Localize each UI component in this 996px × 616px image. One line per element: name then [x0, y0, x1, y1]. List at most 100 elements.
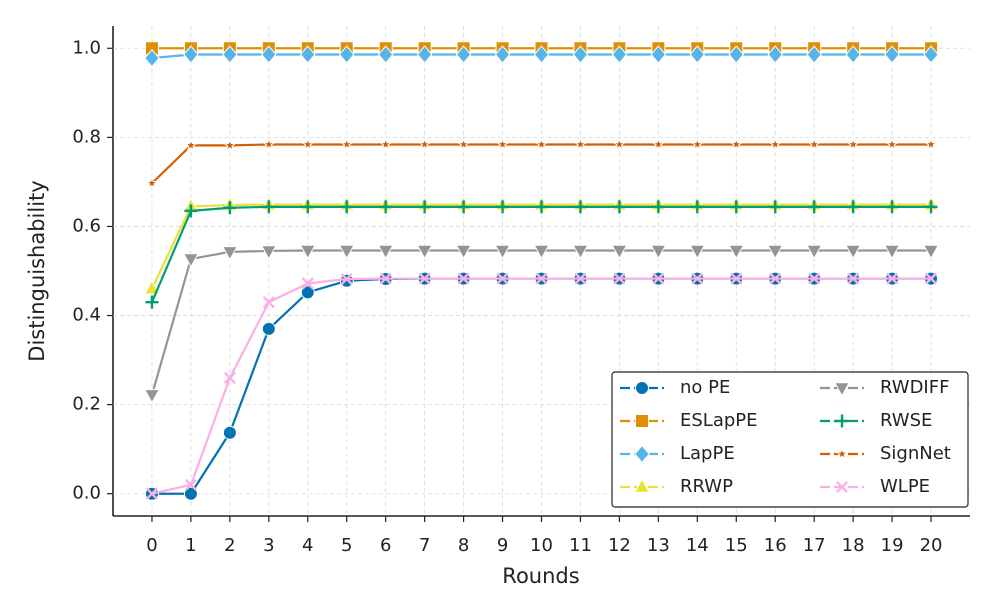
x-tick-label: 10 [530, 535, 553, 556]
x-tick-label: 7 [419, 535, 430, 556]
point [533, 244, 550, 260]
x-tick-label: 3 [263, 535, 274, 556]
grid: 0 1 2 3 4 5 6 7 8 9 10 11 12 13 14 15 16 17 18 19 200.00.20.… [72, 26, 970, 556]
point [729, 200, 743, 214]
point [299, 244, 316, 260]
x-tick-label: 18 [842, 535, 865, 556]
x-tick-label: 19 [881, 535, 904, 556]
point [651, 200, 665, 214]
point [730, 137, 743, 150]
legend-marker [835, 447, 849, 460]
legend-label: RWDIFF [880, 377, 949, 398]
point [377, 45, 394, 64]
point [885, 137, 899, 150]
point [767, 244, 784, 260]
point [768, 137, 782, 150]
x-tick-label: 11 [569, 535, 592, 556]
point [807, 200, 821, 214]
point [183, 45, 199, 64]
point [379, 200, 393, 214]
y-tick-label: 0.6 [72, 215, 101, 236]
point [221, 246, 238, 261]
point [845, 244, 862, 260]
point [572, 244, 589, 260]
point [262, 200, 276, 214]
point [924, 200, 938, 214]
point [613, 272, 626, 285]
point [262, 296, 275, 309]
legend-marker [634, 478, 650, 493]
point [884, 45, 900, 64]
point [612, 200, 626, 214]
point [416, 244, 433, 260]
point [301, 137, 315, 150]
point [377, 244, 394, 260]
point [728, 244, 745, 260]
legend-marker [635, 414, 649, 428]
legend-label: no PE [680, 377, 730, 398]
point [689, 244, 706, 260]
point [496, 200, 510, 214]
point [494, 45, 511, 64]
point [223, 138, 237, 151]
legend-marker [635, 381, 650, 395]
point [533, 45, 550, 64]
point [769, 272, 782, 285]
point [691, 137, 704, 150]
point [650, 244, 667, 260]
x-tick-label: 4 [302, 535, 313, 556]
point [339, 273, 354, 288]
point [340, 137, 353, 150]
point [690, 200, 704, 214]
y-tick-label: 0.4 [72, 305, 101, 326]
point [768, 200, 782, 214]
point [730, 272, 743, 285]
point [145, 487, 159, 500]
point [262, 137, 276, 150]
point [145, 295, 159, 309]
legend-marker [835, 414, 849, 428]
legend-label: LapPE [680, 443, 735, 464]
point [496, 137, 509, 150]
point [261, 321, 276, 336]
point [457, 137, 470, 150]
point [691, 272, 704, 285]
point [145, 176, 159, 189]
legend-marker [834, 382, 850, 397]
point [689, 45, 706, 64]
legend-marker [634, 444, 650, 464]
x-tick-label: 16 [764, 535, 787, 556]
legend [611, 371, 969, 508]
point [340, 200, 354, 214]
x-tick-label: 6 [380, 535, 391, 556]
point [652, 272, 665, 285]
series-line [151, 143, 932, 185]
point [182, 253, 199, 268]
point [223, 371, 236, 384]
point [222, 425, 237, 440]
point [494, 244, 511, 260]
point [572, 45, 589, 64]
legend-label: WLPE [880, 476, 930, 497]
point [379, 272, 392, 285]
y-tick-label: 1.0 [72, 37, 101, 58]
point [338, 45, 355, 64]
x-axis-label: Rounds [502, 564, 579, 588]
point [496, 272, 509, 285]
point [184, 478, 197, 491]
point [806, 45, 822, 64]
point [847, 272, 860, 285]
x-tick-label: 2 [224, 535, 235, 556]
x-tick-label: 13 [647, 535, 670, 556]
point [416, 45, 433, 64]
y-axis-label: Distinguishability [25, 180, 49, 361]
point [457, 272, 470, 285]
legend-label: ESLapPE [680, 410, 758, 431]
point [261, 45, 277, 64]
point [886, 272, 899, 285]
point [223, 201, 237, 215]
point [143, 279, 160, 295]
point [301, 200, 315, 214]
point [845, 45, 861, 64]
